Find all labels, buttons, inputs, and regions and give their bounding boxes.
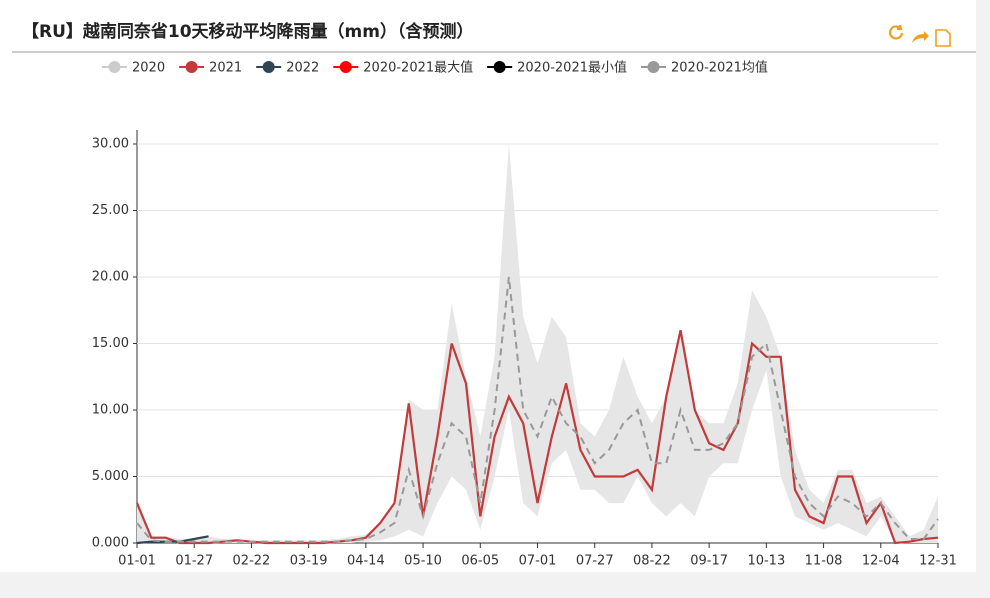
legend-marker bbox=[108, 61, 121, 73]
x-tick-label: 06-05 bbox=[461, 554, 499, 569]
legend-label: 2021 bbox=[209, 61, 242, 76]
min-max-band bbox=[137, 144, 938, 543]
x-tick-label: 03-19 bbox=[290, 554, 328, 569]
x-tick-label: 12-31 bbox=[919, 554, 957, 569]
x-tick-label: 02-22 bbox=[233, 554, 271, 569]
y-tick-label: 5.000 bbox=[92, 469, 129, 484]
y-tick-label: 10.00 bbox=[92, 403, 129, 418]
x-tick-label: 07-27 bbox=[576, 554, 614, 569]
save-icon[interactable] bbox=[935, 29, 951, 47]
legend-label: 2022 bbox=[286, 61, 319, 76]
x-tick-label: 10-13 bbox=[747, 554, 785, 569]
x-tick-label: 05-10 bbox=[404, 554, 442, 569]
toolbar[interactable] bbox=[888, 24, 951, 47]
legend-label: 2020-2021均值 bbox=[671, 60, 768, 76]
legend-item[interactable]: 2021 bbox=[179, 61, 242, 76]
x-tick-label: 07-01 bbox=[519, 554, 557, 569]
legend: 2020 2021 2022 2020-2021最大值 2020-2021最小值 2020… bbox=[102, 60, 768, 76]
x-tick-label: 08-22 bbox=[633, 554, 671, 569]
legend-marker bbox=[493, 61, 506, 73]
x-tick-label: 09-17 bbox=[690, 554, 728, 569]
y-tick-label: 30.00 bbox=[92, 137, 129, 152]
legend-item[interactable]: 2020-2021最大值 bbox=[333, 60, 473, 76]
y-tick-label: 25.00 bbox=[92, 203, 129, 218]
y-tick-label: 20.00 bbox=[92, 270, 129, 285]
legend-label: 2020-2021最小值 bbox=[517, 60, 627, 76]
legend-item[interactable]: 2020 bbox=[102, 61, 165, 76]
x-tick-label: 11-08 bbox=[805, 554, 843, 569]
legend-label: 2020-2021最大值 bbox=[363, 60, 473, 76]
series-line bbox=[136, 276, 939, 543]
legend-marker bbox=[262, 61, 275, 73]
series-line bbox=[136, 535, 209, 545]
legend-item[interactable]: 2022 bbox=[256, 61, 319, 76]
x-tick-label: 01-27 bbox=[175, 554, 213, 569]
refresh-icon[interactable] bbox=[888, 24, 904, 40]
chart-title: 【RU】越南同奈省10天移动平均降雨量（mm）（含预测） bbox=[22, 21, 473, 42]
x-tick-label: 04-14 bbox=[347, 554, 385, 569]
series-line bbox=[135, 329, 939, 545]
legend-marker bbox=[185, 61, 198, 73]
share-icon[interactable] bbox=[912, 31, 929, 43]
legend-marker bbox=[647, 61, 660, 73]
y-tick-label: 0.000 bbox=[92, 536, 129, 551]
x-tick-label: 12-04 bbox=[862, 554, 900, 569]
y-tick-label: 15.00 bbox=[92, 336, 129, 351]
legend-label: 2020 bbox=[132, 61, 165, 76]
legend-item[interactable]: 2020-2021最小值 bbox=[487, 60, 627, 76]
legend-item[interactable]: 2020-2021均值 bbox=[641, 60, 768, 76]
x-tick-label: 01-01 bbox=[118, 554, 156, 569]
legend-marker bbox=[339, 61, 352, 73]
